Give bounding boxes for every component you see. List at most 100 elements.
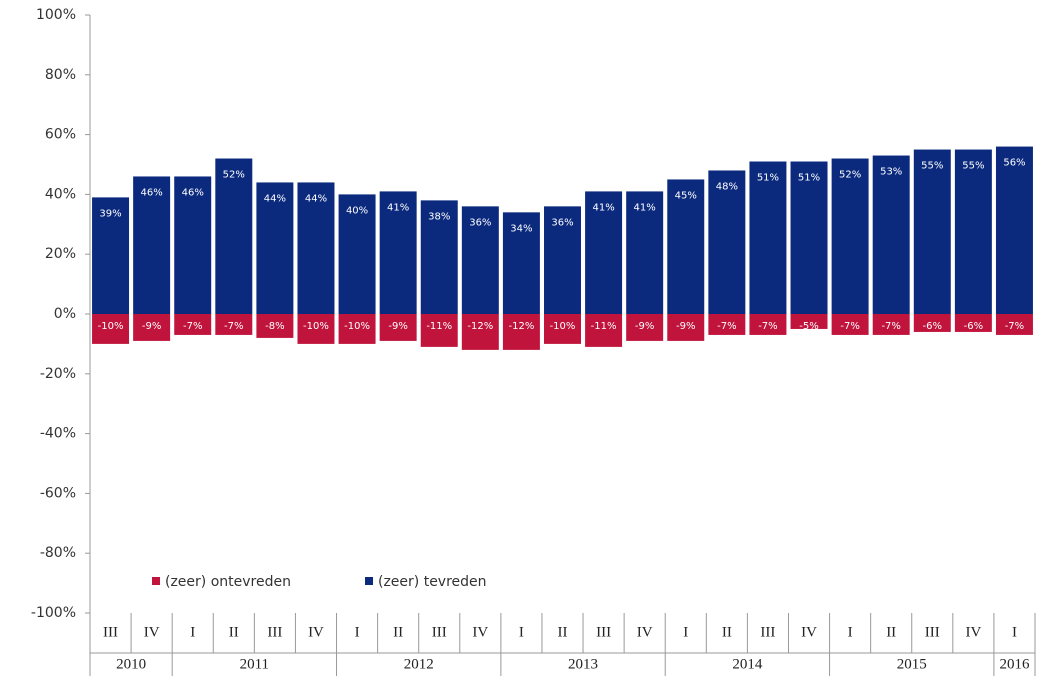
bar <box>544 314 581 344</box>
x-tick-label: IV <box>308 624 324 640</box>
bar <box>872 314 910 335</box>
legend-label: (zeer) tevreden <box>378 574 487 590</box>
bar <box>872 155 910 314</box>
x-tick-label: III <box>925 624 940 640</box>
value-label: -12% <box>467 321 493 332</box>
bar <box>790 314 828 329</box>
value-label: -7% <box>1005 321 1024 332</box>
x-tick-label: II <box>722 624 732 640</box>
value-label: 38% <box>428 211 450 222</box>
x-tick-label: I <box>519 624 524 640</box>
value-label: -7% <box>758 321 777 332</box>
bar <box>174 176 212 314</box>
x-tick-label: II <box>229 624 239 640</box>
value-label: 48% <box>716 181 738 192</box>
bar <box>544 206 581 314</box>
value-label: -11% <box>426 321 452 332</box>
value-label: -7% <box>224 321 243 332</box>
value-label: 51% <box>798 173 820 184</box>
x-group-label: 2012 <box>404 656 434 672</box>
bar <box>708 314 746 335</box>
value-label: -12% <box>508 321 534 332</box>
y-tick-label: -80% <box>40 545 76 561</box>
x-group-label: 2013 <box>568 656 598 672</box>
y-tick-label: 40% <box>45 186 76 202</box>
bar <box>995 314 1033 335</box>
bar <box>954 149 992 314</box>
x-group-label: 2011 <box>240 656 269 672</box>
value-label: 41% <box>592 202 614 213</box>
bar <box>256 182 294 314</box>
bar <box>297 314 335 344</box>
bar <box>790 161 828 314</box>
value-label: 44% <box>305 193 327 204</box>
x-tick-label: IV <box>965 624 981 640</box>
bar <box>831 158 869 314</box>
value-label: 41% <box>634 202 656 213</box>
value-label: -7% <box>840 321 859 332</box>
bar <box>502 212 540 314</box>
x-tick-label: III <box>103 624 118 640</box>
value-label: 36% <box>469 217 491 228</box>
y-tick-label: 60% <box>45 127 76 143</box>
value-label: -6% <box>923 321 942 332</box>
value-label: -8% <box>265 321 284 332</box>
bar <box>708 170 746 314</box>
x-tick-label: III <box>596 624 611 640</box>
bar <box>133 176 171 314</box>
value-label: 41% <box>387 202 409 213</box>
value-label: -9% <box>676 321 695 332</box>
bar <box>379 314 417 341</box>
bar <box>420 200 458 314</box>
value-label: -10% <box>303 321 329 332</box>
bar <box>297 182 335 314</box>
value-label: -9% <box>388 321 407 332</box>
x-tick-label: I <box>848 624 853 640</box>
x-tick-label: IV <box>637 624 653 640</box>
bar <box>585 191 623 314</box>
bar <box>461 206 499 314</box>
value-label: -9% <box>142 321 161 332</box>
legend-swatch <box>152 577 160 585</box>
bar <box>626 191 664 314</box>
value-label: -6% <box>964 321 983 332</box>
bar <box>831 314 869 335</box>
bar <box>626 314 664 341</box>
bar <box>667 179 705 314</box>
x-tick-label: IV <box>144 624 160 640</box>
x-tick-label: I <box>1012 624 1017 640</box>
bar <box>667 314 705 341</box>
value-label: 46% <box>182 187 204 198</box>
x-tick-label: II <box>886 624 896 640</box>
bar <box>215 314 253 335</box>
x-tick-label: III <box>432 624 447 640</box>
bar <box>338 314 376 344</box>
x-group-label: 2010 <box>116 656 146 672</box>
value-label: -10% <box>98 321 124 332</box>
bar <box>379 191 417 314</box>
x-tick-label: IV <box>801 624 817 640</box>
y-tick-label: 100% <box>36 7 76 23</box>
value-label: -10% <box>550 321 576 332</box>
value-label: 55% <box>921 161 943 172</box>
bar <box>92 197 130 314</box>
bar <box>133 314 171 341</box>
x-tick-label: I <box>190 624 195 640</box>
bar <box>338 194 376 314</box>
bar <box>913 314 951 332</box>
x-tick-label: I <box>355 624 360 640</box>
value-label: 56% <box>1003 158 1025 169</box>
bar <box>215 158 253 314</box>
value-label: 52% <box>839 170 861 181</box>
x-tick-label: III <box>267 624 282 640</box>
value-label: 55% <box>962 161 984 172</box>
x-tick-label: IV <box>472 624 488 640</box>
bar <box>995 146 1033 314</box>
value-label: -5% <box>799 321 818 332</box>
value-label: 51% <box>757 173 779 184</box>
value-label: -11% <box>591 321 617 332</box>
x-tick-label: II <box>558 624 568 640</box>
value-label: -7% <box>183 321 202 332</box>
bar <box>749 314 787 335</box>
bar <box>420 314 458 347</box>
